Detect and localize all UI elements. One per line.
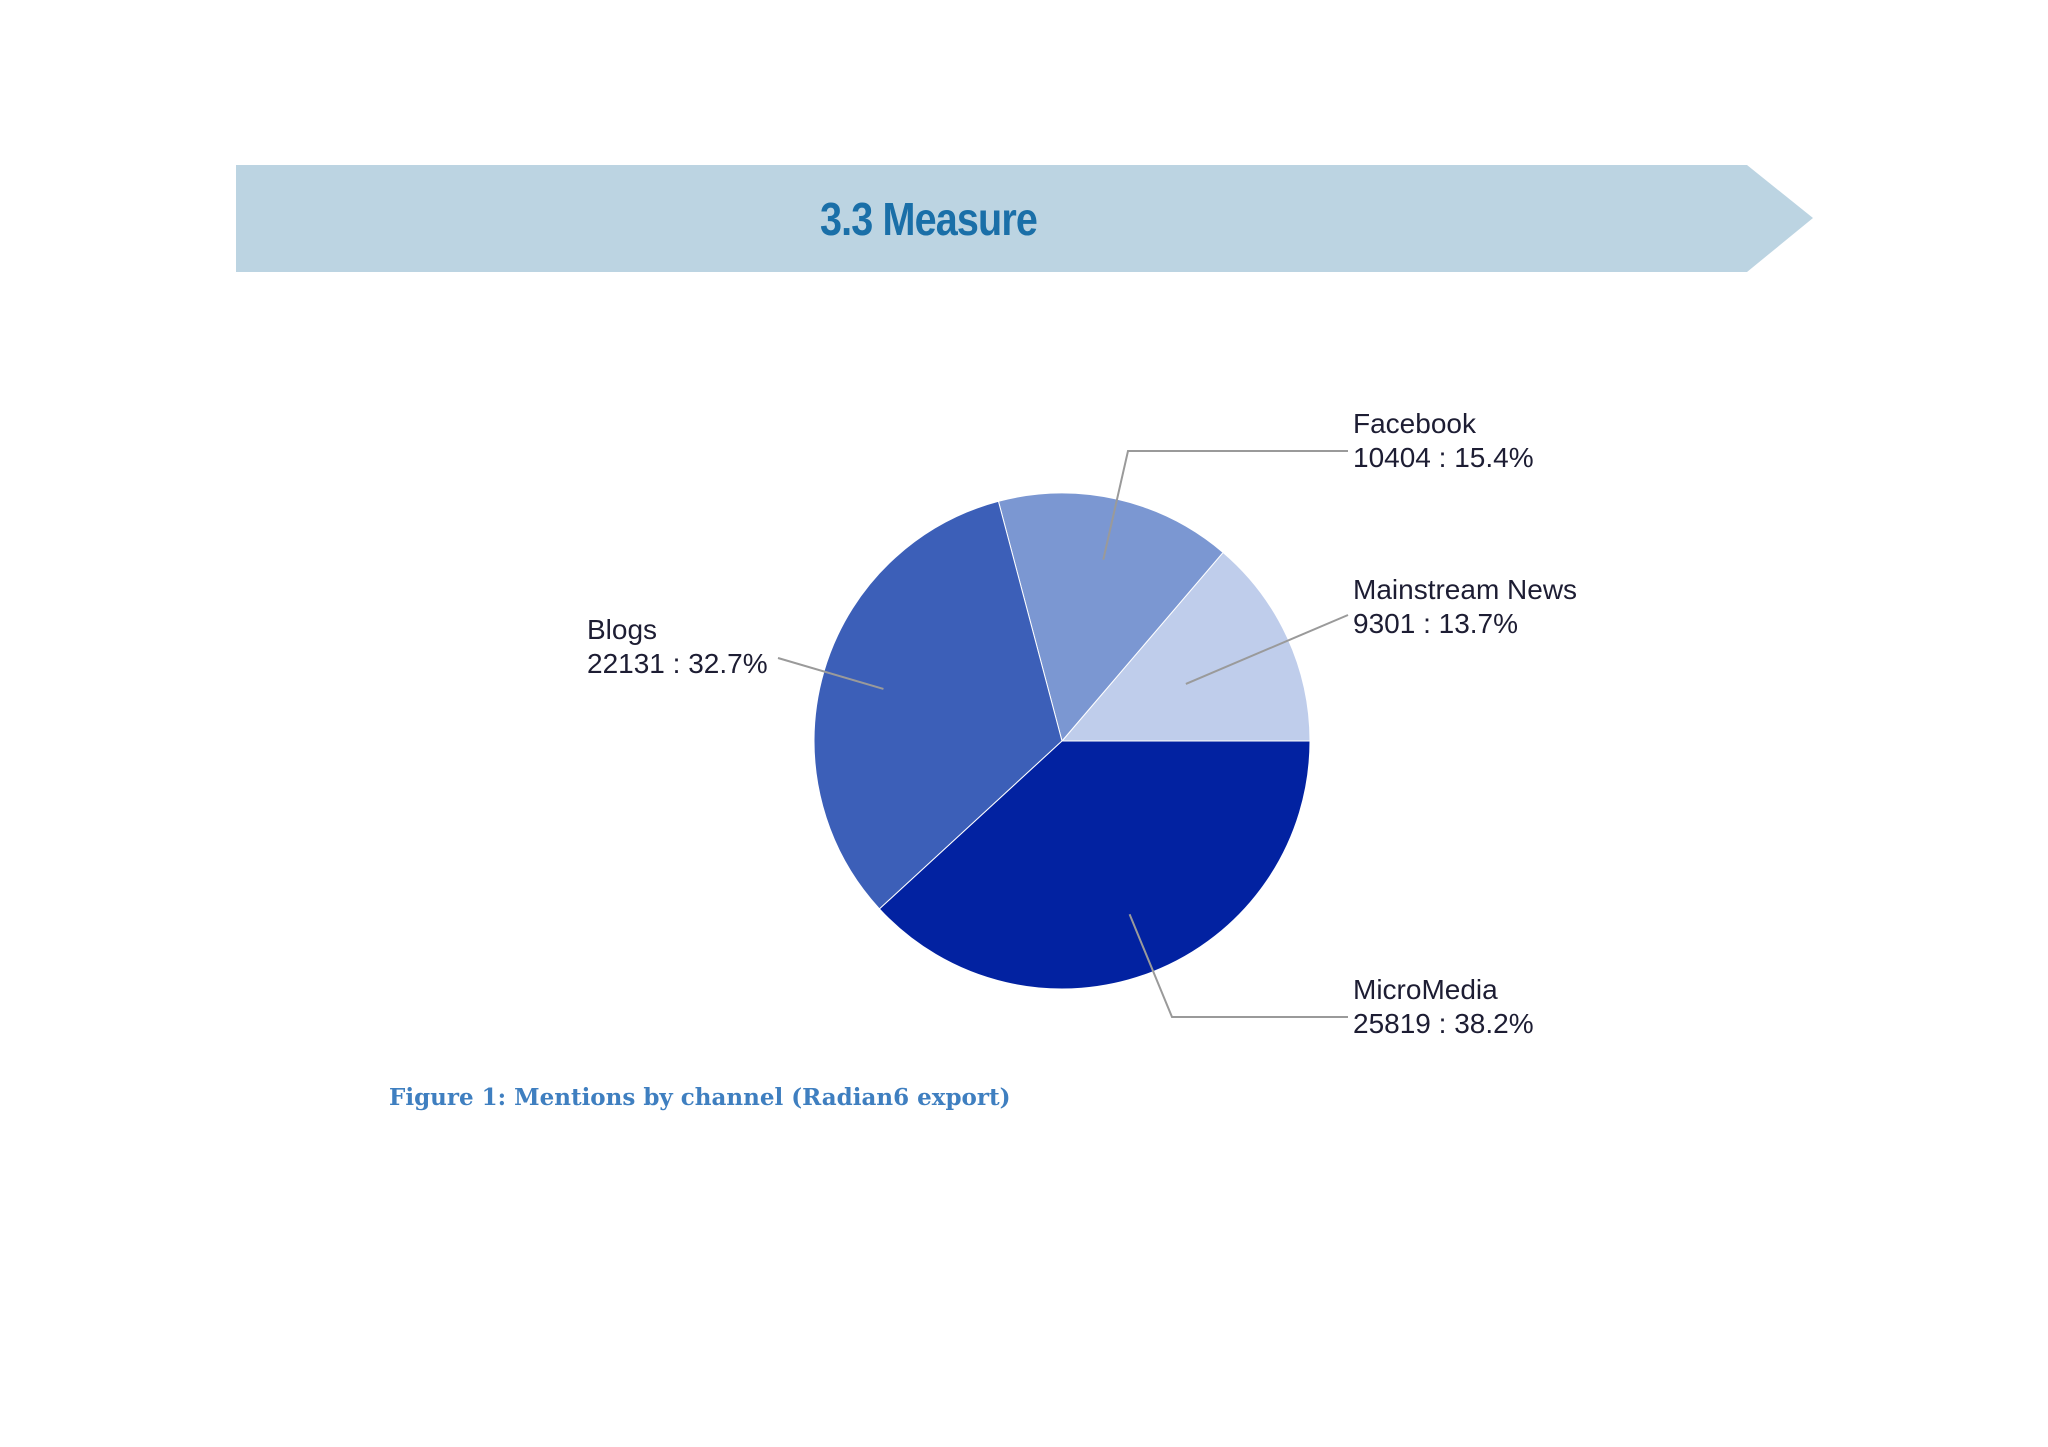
leader-line bbox=[777, 657, 884, 690]
leader-line bbox=[1102, 450, 1348, 560]
label-leader-lines bbox=[777, 450, 1349, 1018]
slice-label-name: Blogs bbox=[587, 614, 657, 645]
slice-label-name: Facebook bbox=[1353, 408, 1477, 439]
pie-slice-micromedia bbox=[878, 740, 1311, 990]
pie-slice-mainstream-news bbox=[1060, 551, 1311, 742]
slice-label-value: 10404 : 15.4% bbox=[1353, 442, 1534, 473]
leader-line bbox=[1185, 614, 1349, 685]
slice-label-value: 9301 : 13.7% bbox=[1353, 608, 1518, 639]
figure-caption: Figure 1: Mentions by channel (Radian6 e… bbox=[389, 1084, 1011, 1111]
slice-label-name: Mainstream News bbox=[1353, 574, 1577, 605]
section-title: 3.3 Measure bbox=[819, 192, 1038, 245]
slice-label-value: 25819 : 38.2% bbox=[1353, 1008, 1534, 1039]
slice-label-value: 22131 : 32.7% bbox=[587, 648, 768, 679]
leader-line bbox=[1128, 913, 1348, 1018]
banner-arrow-shape bbox=[236, 165, 1813, 272]
slice-label-name: MicroMedia bbox=[1353, 974, 1498, 1005]
pie-slices bbox=[813, 492, 1311, 990]
section-banner: 3.3 Measure bbox=[236, 165, 1813, 272]
